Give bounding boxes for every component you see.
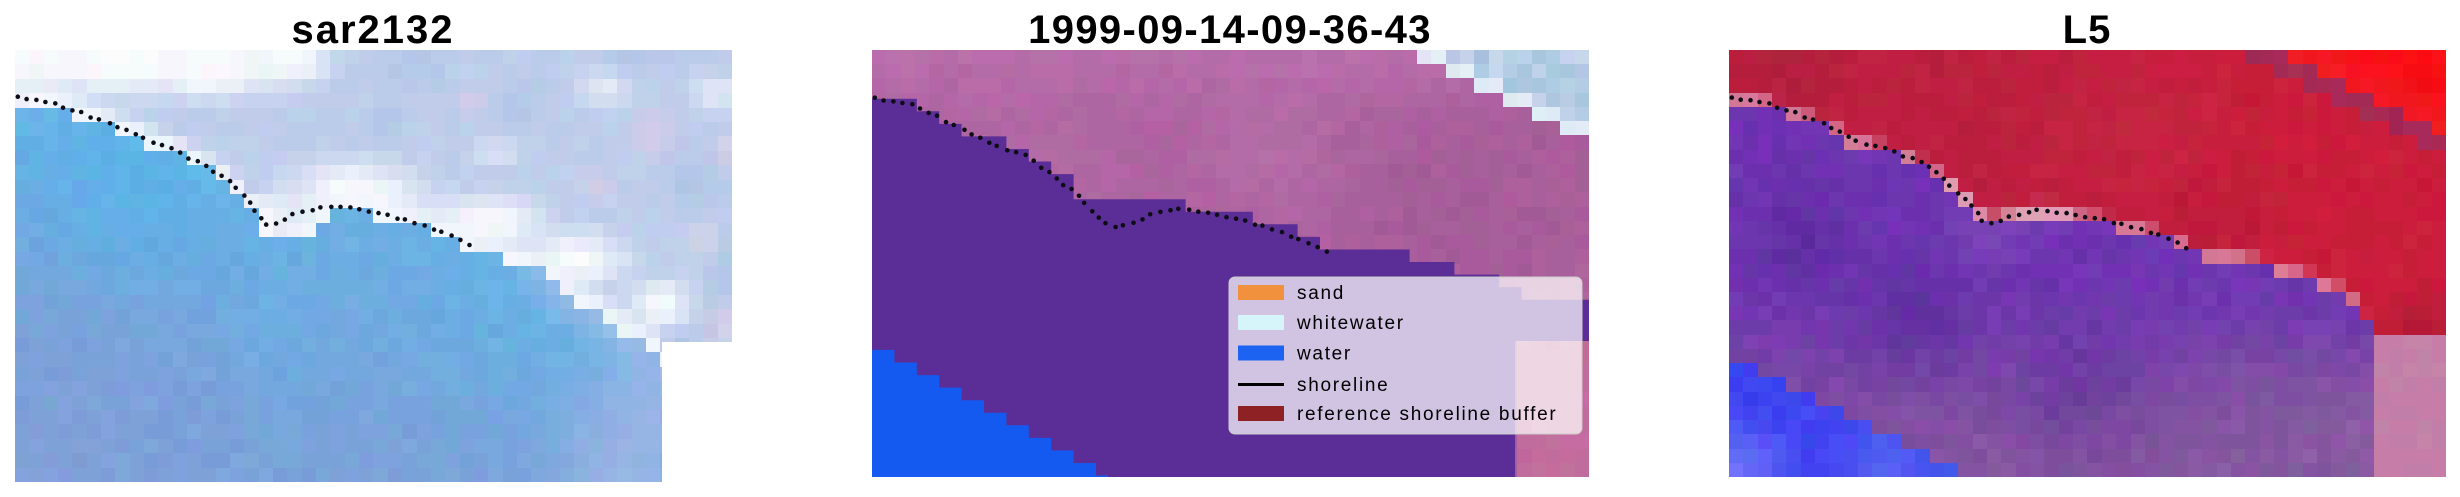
svg-text:water: water: [1296, 344, 1352, 365]
svg-text:reference shoreline buffer: reference shoreline buffer: [1297, 404, 1557, 425]
svg-text:L5: L5: [2063, 8, 2112, 52]
svg-text:shoreline: shoreline: [1297, 375, 1389, 396]
svg-text:whitewater: whitewater: [1296, 313, 1405, 334]
svg-text:1999-09-14-09-36-43: 1999-09-14-09-36-43: [1028, 8, 1432, 52]
svg-text:sand: sand: [1297, 283, 1345, 304]
svg-text:sar2132: sar2132: [291, 8, 454, 52]
